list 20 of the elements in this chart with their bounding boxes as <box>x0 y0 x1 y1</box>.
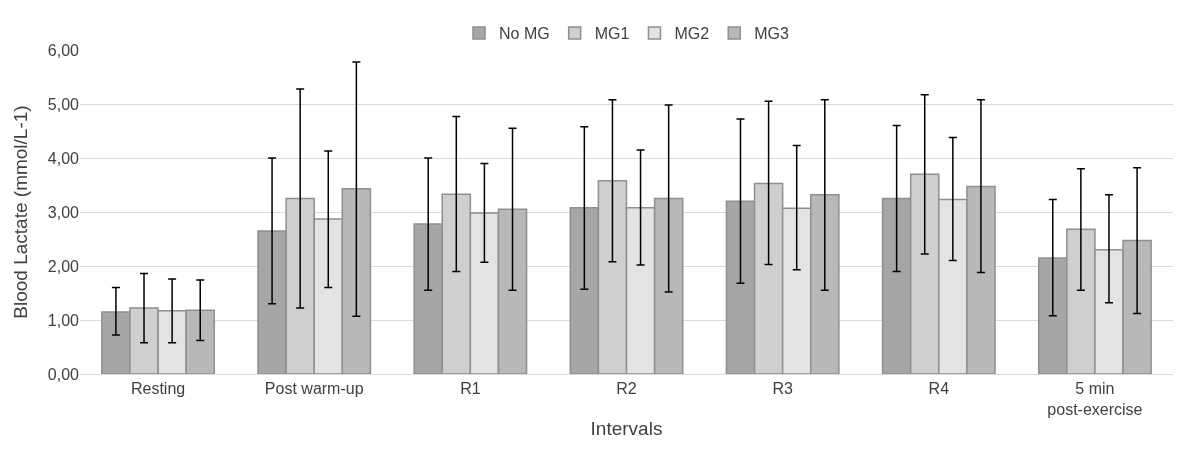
x-tick-label: R2 <box>616 380 637 398</box>
y-axis-title: Blood Lactate (mmol/L-1) <box>9 105 31 319</box>
y-tick-label: 0,00 <box>47 365 80 383</box>
legend-label: MG2 <box>674 25 710 43</box>
y-tick-label: 2,00 <box>47 257 80 275</box>
x-axis-title: Intervals <box>590 417 663 439</box>
legend-label: No MG <box>499 25 550 43</box>
x-tick-label: R1 <box>460 380 481 398</box>
x-tick-label: Resting <box>130 380 186 398</box>
y-tick-label: 1,00 <box>47 311 80 329</box>
x-tick-label: 5 min post-exercise <box>1047 380 1143 418</box>
y-tick-label: 3,00 <box>47 203 80 221</box>
legend-label: MG1 <box>594 25 630 43</box>
x-tick-label: R4 <box>928 380 950 398</box>
y-tick-label: 5,00 <box>47 95 80 113</box>
y-tick-label: 6,00 <box>47 41 80 59</box>
x-tick-label: Post warm-up <box>264 380 364 398</box>
x-tick-label: R3 <box>772 380 793 398</box>
legend-label: MG3 <box>754 25 789 43</box>
y-tick-label: 4,00 <box>47 149 80 167</box>
